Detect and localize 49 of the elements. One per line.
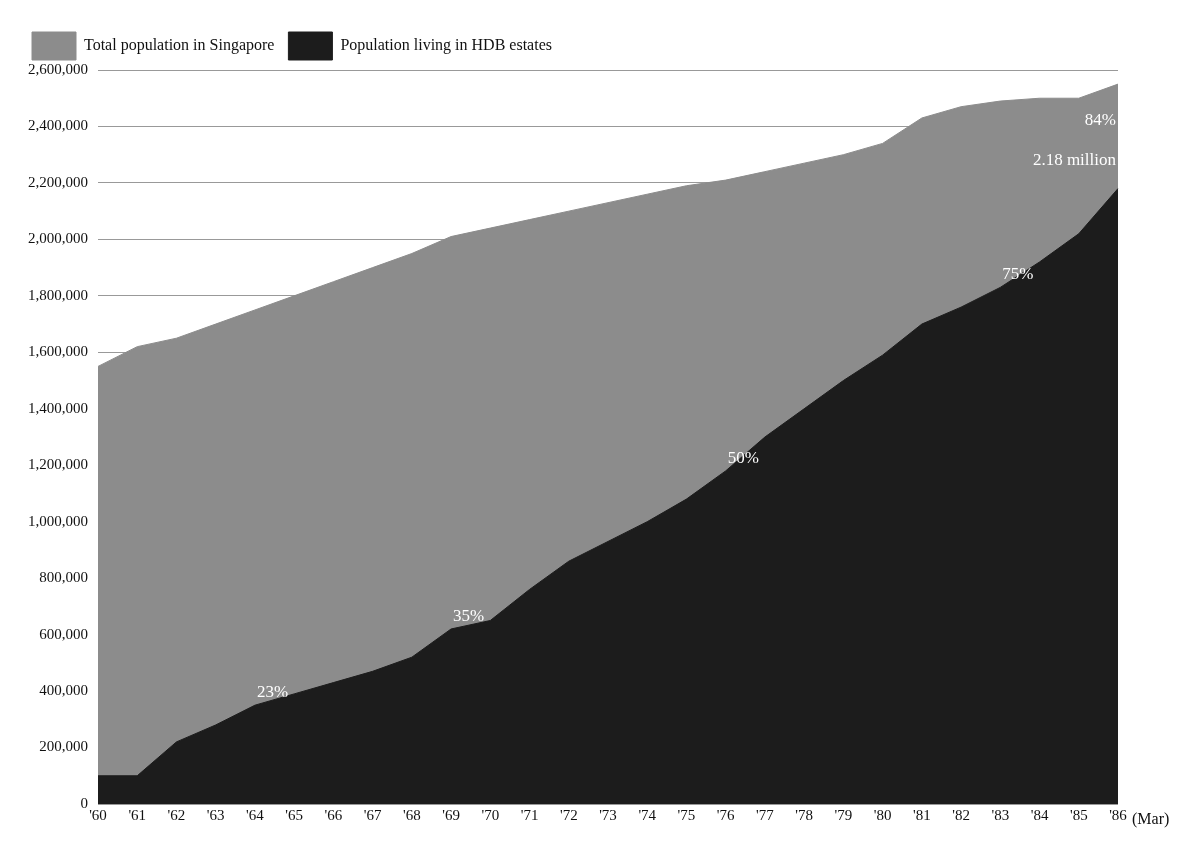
y-tick-label: 2,200,000 xyxy=(28,173,88,190)
x-axis-title: (Mar) xyxy=(1132,810,1170,829)
x-tick-label: '65 xyxy=(285,806,304,823)
x-tick-label: '64 xyxy=(246,806,265,823)
y-tick-label: 1,000,000 xyxy=(28,512,88,529)
x-tick-label: '83 xyxy=(991,806,1010,823)
y-tick-label: 1,800,000 xyxy=(28,286,88,303)
x-tick-label: '70 xyxy=(481,806,500,823)
x-tick-label: '72 xyxy=(559,806,578,823)
x-tick-label: '81 xyxy=(912,806,931,823)
annotation: 35% xyxy=(453,605,485,625)
legend-label: Total population in Singapore xyxy=(84,36,275,55)
x-tick-label: '78 xyxy=(795,806,814,823)
x-tick-label: '75 xyxy=(677,806,696,823)
legend-label: Population living in HDB estates xyxy=(340,36,552,55)
x-tick-label: '62 xyxy=(167,806,186,823)
x-tick-label: '80 xyxy=(873,806,892,823)
y-tick-label: 2,400,000 xyxy=(28,117,88,134)
x-tick-label: '68 xyxy=(402,806,421,823)
x-tick-label: '77 xyxy=(756,806,775,823)
x-tick-label: '76 xyxy=(716,806,736,823)
annotation: 2.18 million xyxy=(1032,149,1117,169)
x-tick-label: '61 xyxy=(128,806,147,823)
x-tick-label: '66 xyxy=(324,806,343,823)
y-tick-label: 1,200,000 xyxy=(28,456,88,473)
y-tick-label: 2,000,000 xyxy=(28,230,88,247)
annotation: 50% xyxy=(727,447,759,467)
x-tick-label: '67 xyxy=(363,806,382,823)
y-tick-label: 2,600,000 xyxy=(28,60,88,77)
x-tick-label: '74 xyxy=(638,806,657,823)
annotation: 84% xyxy=(1084,110,1116,130)
x-tick-label: '63 xyxy=(206,806,225,823)
y-tick-label: 0 xyxy=(80,794,88,811)
x-tick-label: '84 xyxy=(1030,806,1049,823)
x-tick-label: '82 xyxy=(952,806,970,823)
x-tick-label: '85 xyxy=(1069,806,1088,823)
x-tick-label: '86 xyxy=(1109,806,1128,823)
x-tick-label: '60 xyxy=(89,806,107,823)
annotation: 23% xyxy=(256,682,289,702)
y-tick-label: 200,000 xyxy=(39,738,88,755)
x-tick-label: '73 xyxy=(599,806,617,823)
y-tick-label: 1,600,000 xyxy=(28,343,88,360)
y-tick-label: 1,400,000 xyxy=(28,399,88,416)
y-tick-label: 600,000 xyxy=(39,625,88,642)
y-tick-label: 800,000 xyxy=(39,569,88,586)
y-tick-label: 400,000 xyxy=(39,682,88,699)
x-tick-label: '79 xyxy=(834,806,853,823)
x-tick-label: '71 xyxy=(520,806,539,823)
x-tick-label: '69 xyxy=(442,806,460,823)
